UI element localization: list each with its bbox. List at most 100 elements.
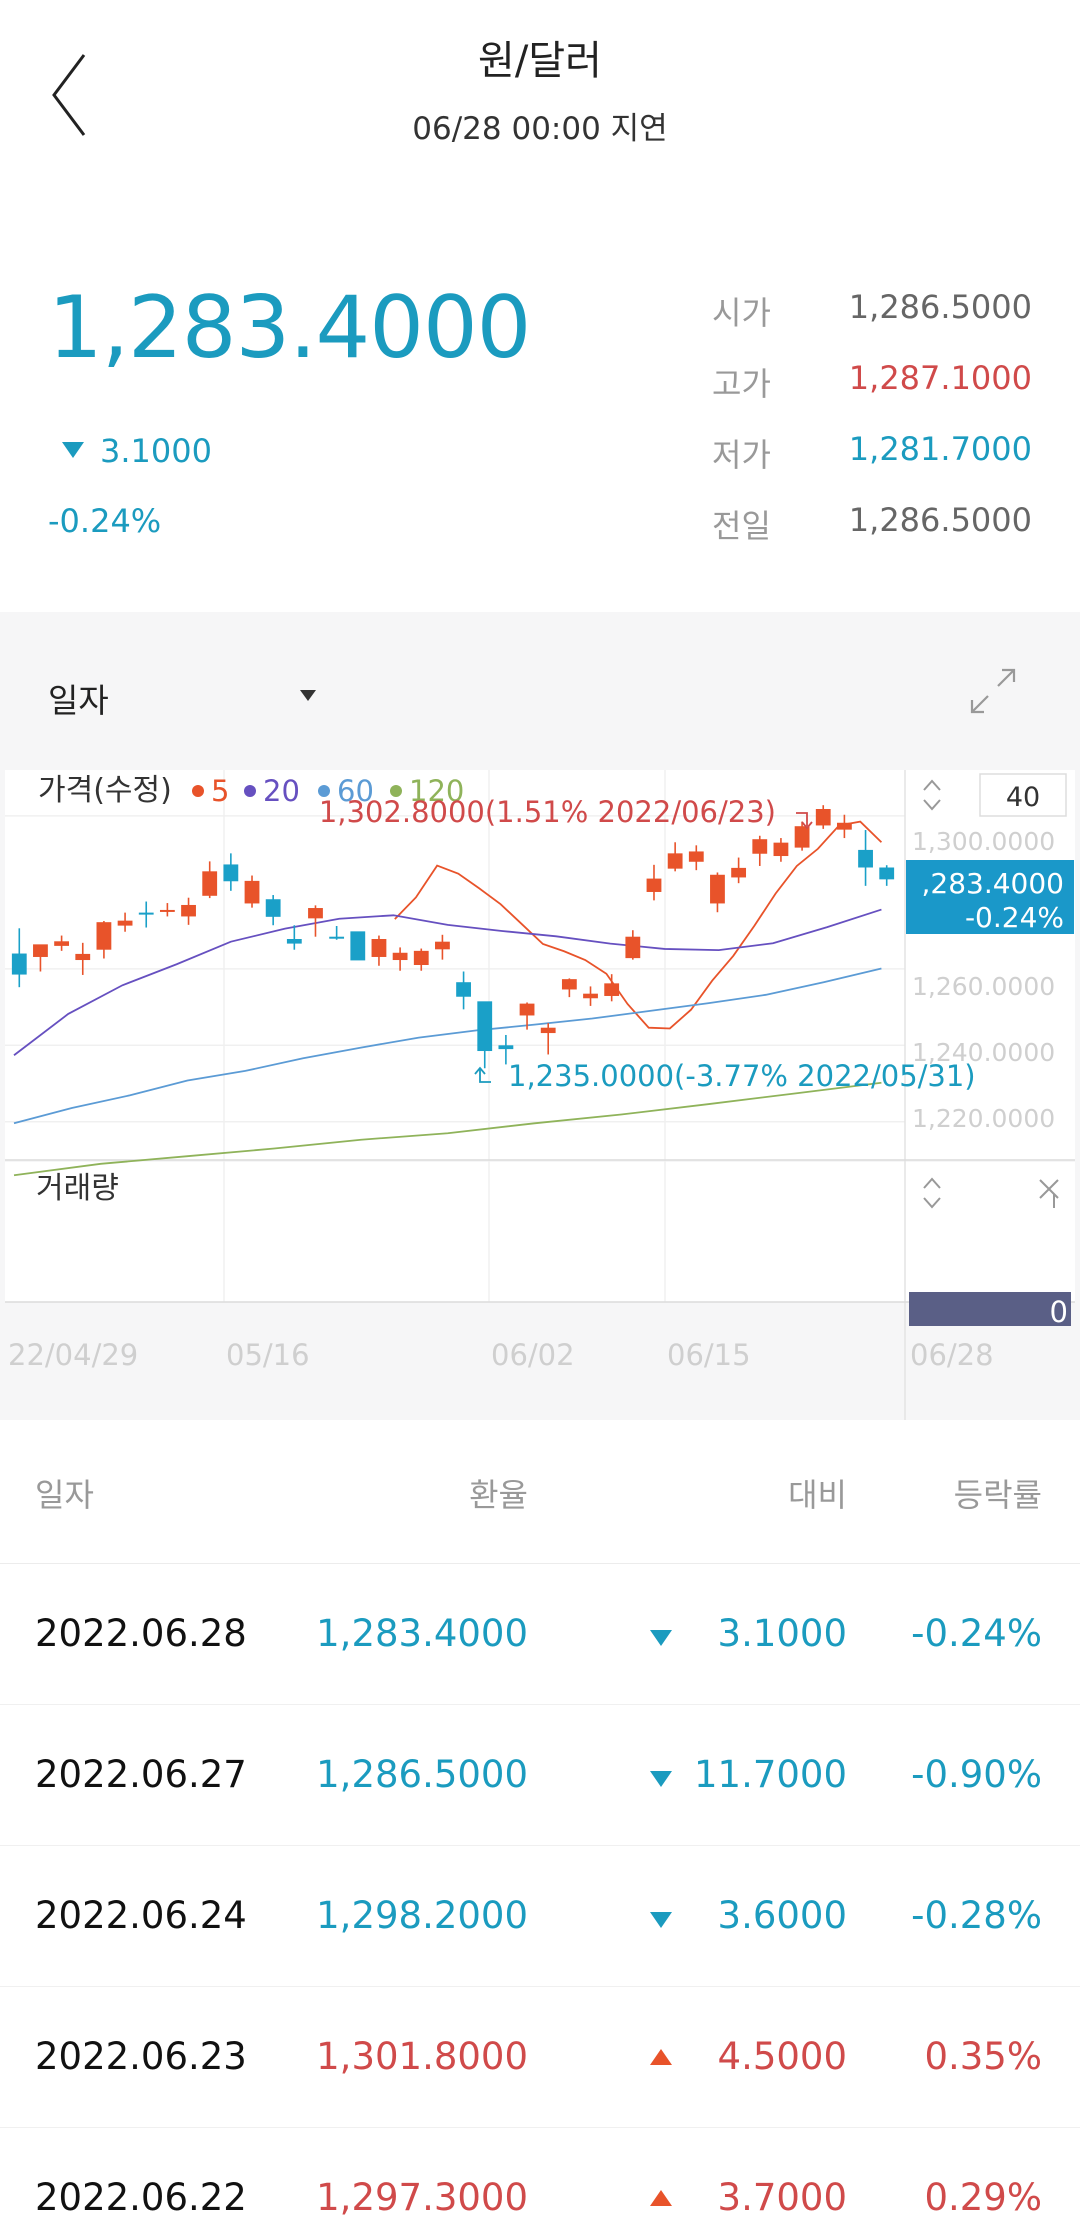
ohlc-prev: 전일 1,286.5000 <box>712 501 1032 572</box>
x-tick-label: 22/04/29 <box>8 1338 138 1372</box>
table-row[interactable]: 2022.06.23 1,301.8000 4.5000 0.35% <box>0 1987 1080 2128</box>
caret-down-icon[interactable] <box>300 690 316 701</box>
down-triangle-icon <box>650 1771 672 1787</box>
row-pct: 0.35% <box>924 2035 1042 2078</box>
table-row[interactable]: 2022.06.28 1,283.4000 3.1000 -0.24% <box>0 1564 1080 1705</box>
candle-body <box>159 909 175 912</box>
row-pct: -0.90% <box>911 1753 1042 1796</box>
candle-body <box>181 904 196 917</box>
min-annotation-arrowhead <box>474 1066 486 1075</box>
max-annotation: 1,302.8000(1.51% 2022/06/23) <box>319 795 813 830</box>
row-change: 3.1000 <box>717 1612 847 1655</box>
current-price-tag-pct: -0.24% <box>965 901 1064 934</box>
legend-dot-120 <box>390 785 402 797</box>
candle-body <box>244 880 260 904</box>
x-tick-label: 06/28 <box>910 1338 994 1372</box>
ohlc-label: 전일 <box>712 507 771 545</box>
volume-label: 거래량 <box>36 1171 119 1206</box>
candle-body <box>265 899 281 917</box>
page-subtitle: 06/28 00:00 지연 <box>412 111 668 147</box>
candle-body <box>879 867 895 880</box>
volume-tag-bg <box>909 1292 1071 1326</box>
volume-tag-value: 0 <box>1050 1295 1068 1329</box>
page-title: 원/달러 <box>478 38 602 84</box>
ohlc-high: 고가 1,287.1000 <box>712 359 1032 430</box>
x-tick-label: 05/16 <box>226 1338 310 1372</box>
legend-dot-60 <box>318 785 330 797</box>
down-triangle-icon <box>650 1912 672 1928</box>
header-change[interactable]: 대비 <box>788 1476 847 1514</box>
legend-60: 60 <box>337 774 374 808</box>
volume-scale-arrows-icon[interactable] <box>923 1177 941 1209</box>
x-tick-label: 06/02 <box>491 1338 575 1372</box>
ma-line-20 <box>13 908 882 1056</box>
price-panel <box>5 770 1075 1160</box>
min-annotation-label: 1,235.0000(-3.77% 2022/05/31) <box>508 1059 976 1093</box>
current-price-tag-bg <box>906 860 1074 934</box>
history-table: 일자 환율 대비 등락률 2022.06.28 1,283.4000 3.100… <box>0 1420 1080 2226</box>
row-pct: -0.24% <box>911 1612 1042 1655</box>
candle-body <box>583 993 598 999</box>
current-price-tag: ,283.4000 -0.24% <box>906 860 1074 934</box>
back-arrow-icon[interactable] <box>44 50 94 140</box>
min-annotation-arrow <box>479 1069 491 1083</box>
candle-body <box>329 936 345 939</box>
ohlc-label: 저가 <box>712 436 771 474</box>
candle-count-box[interactable] <box>979 773 1067 817</box>
scale-arrows-icon[interactable] <box>923 779 941 811</box>
candle-body <box>710 874 725 904</box>
x-axis: 22/04/29 05/16 06/02 06/15 06/28 <box>8 1338 994 1372</box>
period-select[interactable]: 일자 <box>48 681 109 720</box>
row-change: 3.7000 <box>717 2176 847 2219</box>
row-rate: 1,286.5000 <box>316 1753 528 1796</box>
candle-body <box>96 922 112 950</box>
table-row[interactable]: 2022.06.27 1,286.5000 11.7000 -0.90% <box>0 1705 1080 1846</box>
candle-body <box>625 936 641 959</box>
candle-body <box>540 1027 556 1034</box>
legend-5: 5 <box>211 774 229 808</box>
ma-line-120 <box>13 1081 882 1177</box>
row-date: 2022.06.28 <box>35 1612 247 1655</box>
row-pct: 0.29% <box>924 2176 1042 2219</box>
header-pct[interactable]: 등락률 <box>953 1476 1042 1514</box>
max-annotation-arrow <box>796 812 808 826</box>
close-volume-icon[interactable] <box>1039 1179 1059 1208</box>
candle-body <box>117 920 133 926</box>
ma-line-5 <box>394 820 883 1030</box>
y-axis: 1,300.0000 1,260.0000 1,240.0000 1,220.0… <box>912 827 1055 1133</box>
x-tick-label: 06/15 <box>667 1338 751 1372</box>
down-triangle-icon <box>650 1630 672 1646</box>
candle-body <box>54 941 70 946</box>
candle-body <box>11 953 27 975</box>
current-price: 1,283.4000 <box>48 278 531 378</box>
row-rate: 1,298.2000 <box>316 1894 528 1937</box>
row-date: 2022.06.27 <box>35 1753 247 1796</box>
header-date[interactable]: 일자 <box>35 1476 94 1514</box>
max-annotation-arrowhead <box>801 821 813 830</box>
table-row[interactable]: 2022.06.24 1,298.2000 3.6000 -0.28% <box>0 1846 1080 1987</box>
header-rate[interactable]: 환율 <box>469 1476 528 1514</box>
candle-body <box>223 864 239 882</box>
candle-body <box>731 867 747 878</box>
row-date: 2022.06.24 <box>35 1894 247 1937</box>
candle-body <box>773 842 789 857</box>
expand-icon[interactable] <box>968 666 1018 716</box>
down-triangle-icon <box>62 442 84 458</box>
candlestick-chart[interactable]: 가격(수정) 5 20 60 120 1,300.0000 1,260.0000… <box>0 770 1080 1420</box>
y-tick-label: 1,240.0000 <box>912 1038 1055 1067</box>
ohlc-value: 1,281.7000 <box>848 430 1032 468</box>
candle-body <box>456 982 471 997</box>
min-annotation: 1,235.0000(-3.77% 2022/05/31) <box>474 1059 976 1093</box>
row-change: 11.7000 <box>693 1753 847 1796</box>
current-price-tag-price: ,283.4000 <box>921 867 1064 900</box>
row-rate: 1,301.8000 <box>316 2035 528 2078</box>
table-row[interactable]: 2022.06.22 1,297.3000 3.7000 0.29% <box>0 2128 1080 2226</box>
max-annotation-label: 1,302.8000(1.51% 2022/06/23) <box>319 795 776 829</box>
up-triangle-icon <box>650 2049 672 2065</box>
candle-body <box>836 822 852 830</box>
candle-body <box>33 944 48 957</box>
chart-title: 가격(수정) <box>38 773 172 808</box>
candle-body <box>688 851 704 862</box>
row-date: 2022.06.22 <box>35 2176 247 2219</box>
legend-dot-20 <box>244 785 256 797</box>
